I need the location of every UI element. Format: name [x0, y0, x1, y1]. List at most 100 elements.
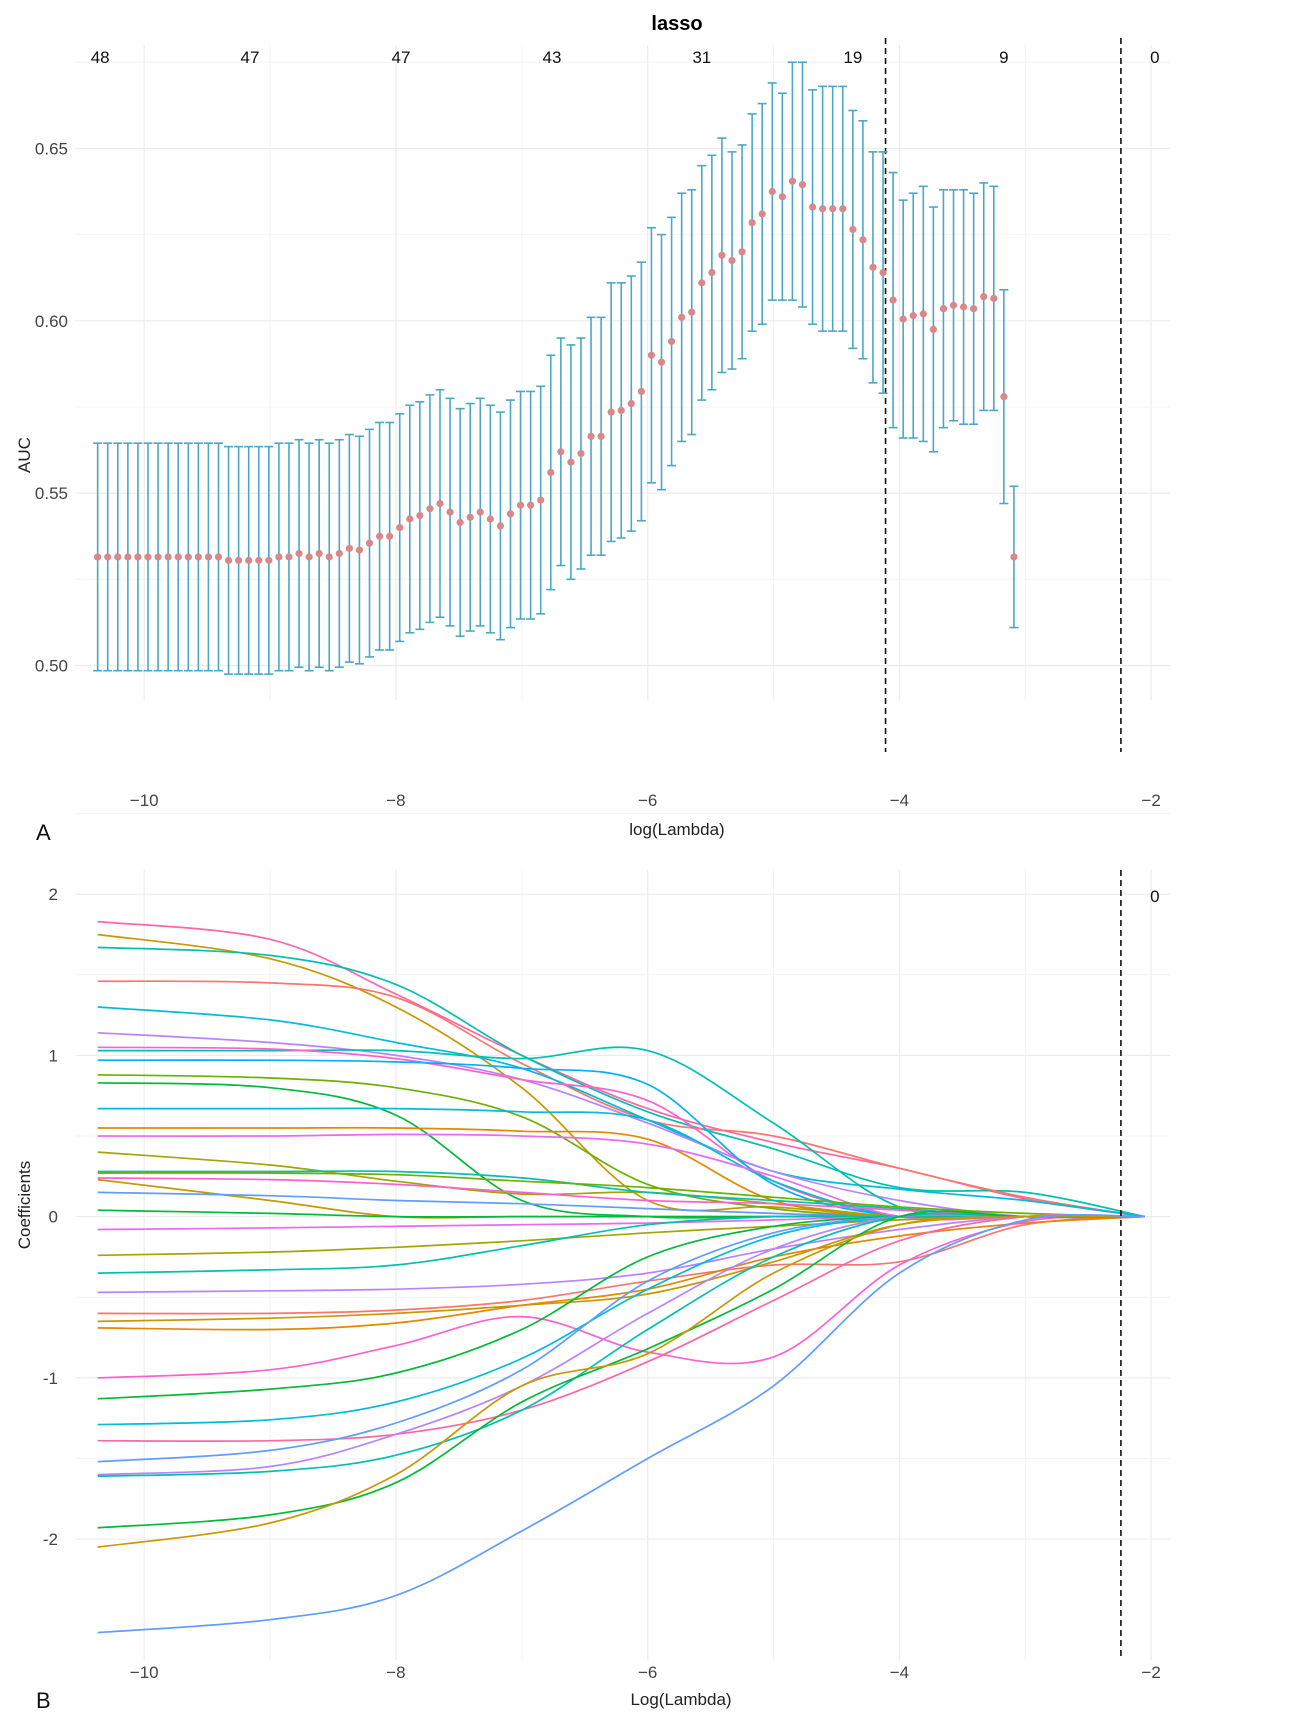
coefficient-path: [97, 1215, 1145, 1315]
coefficient-path: [97, 1170, 1145, 1219]
auc-point: [718, 251, 726, 259]
auc-point: [567, 458, 575, 466]
panel-b-top-counts: 0: [1150, 887, 1159, 906]
panel-a-top-counts: 48 47 47 43 31 19 9 0: [91, 48, 1160, 67]
auc-point: [1000, 393, 1008, 401]
auc-point: [144, 553, 152, 561]
coefficient-path: [97, 1215, 1145, 1323]
auc-point: [879, 268, 887, 277]
auc-point: [325, 553, 333, 561]
auc-point: [537, 496, 545, 504]
auc-point: [939, 305, 948, 313]
panel-a-x-ticks: −10 −8 −6 −4 −2: [130, 791, 1161, 810]
auc-point: [275, 553, 283, 561]
auc-point: [114, 553, 122, 561]
auc-point: [134, 553, 142, 561]
x-tick-label: −4: [890, 1663, 909, 1682]
panel-a-points: [94, 177, 1018, 564]
auc-point: [778, 193, 786, 201]
auc-point: [375, 532, 384, 540]
auc-point: [265, 556, 273, 564]
coefficient-path: [97, 1215, 1145, 1274]
auc-point: [295, 549, 303, 558]
auc-point: [929, 325, 937, 334]
auc-point: [154, 553, 162, 561]
top-count-label: 47: [392, 48, 411, 67]
coefficient-path: [97, 1213, 1145, 1443]
x-tick-label: −10: [130, 791, 159, 810]
auc-point: [758, 210, 766, 218]
auc-point: [104, 553, 112, 561]
panel-a-x-axis-label: log(Lambda): [629, 820, 724, 839]
auc-point: [194, 553, 202, 561]
panel-b-x-axis-label: Log(Lambda): [630, 1690, 731, 1709]
auc-point: [667, 337, 676, 346]
coefficient-path: [97, 920, 1145, 1218]
auc-point: [839, 205, 847, 213]
auc-point: [577, 449, 585, 458]
coefficient-path: [97, 1214, 1145, 1426]
panel-b-y-axis-label: Coefficients: [15, 1161, 34, 1250]
top-count-label: 9: [999, 48, 1008, 67]
auc-point: [224, 556, 233, 564]
auc-point: [738, 248, 746, 256]
coefficient-path: [97, 1210, 1145, 1529]
top-count-label: 0: [1150, 887, 1159, 906]
auc-point: [214, 553, 223, 561]
panel-a-y-axis-label: AUC: [15, 437, 34, 473]
auc-point: [587, 432, 595, 440]
panel-b-coefficient-paths: [97, 920, 1145, 1634]
y-tick-label: 0.50: [35, 657, 68, 676]
top-count-label: 0: [1150, 48, 1159, 67]
x-tick-label: −2: [1141, 1663, 1160, 1682]
panel-a-y-ticks: 0.50 0.55 0.60 0.65: [35, 139, 68, 675]
auc-point: [808, 203, 817, 211]
coefficient-path: [97, 1006, 1145, 1218]
auc-point: [547, 468, 555, 477]
auc-point: [386, 532, 394, 540]
chart-title: lasso: [651, 13, 702, 35]
auc-point: [959, 303, 968, 311]
x-tick-label: −10: [130, 1663, 159, 1682]
panel-b-label: B: [36, 1688, 51, 1713]
auc-point: [506, 510, 515, 518]
auc-point: [235, 556, 243, 564]
x-tick-label: −4: [890, 791, 909, 810]
auc-point: [708, 268, 716, 277]
y-tick-label: -1: [43, 1369, 58, 1388]
auc-point: [829, 205, 837, 213]
auc-point: [446, 508, 454, 516]
auc-point: [396, 524, 404, 532]
auc-point: [315, 549, 323, 558]
top-count-label: 19: [843, 48, 862, 67]
auc-point: [647, 351, 656, 359]
auc-point: [990, 294, 998, 302]
auc-point: [698, 279, 706, 287]
coefficient-path: [97, 1172, 1145, 1218]
auc-point: [285, 553, 293, 561]
auc-point: [627, 399, 635, 408]
auc-point: [516, 501, 525, 509]
panel-a-error-bars: [93, 61, 1019, 675]
auc-point: [678, 313, 686, 321]
auc-point: [486, 515, 494, 523]
y-tick-label: -2: [43, 1530, 58, 1549]
auc-point: [456, 518, 464, 527]
auc-point: [748, 218, 756, 227]
auc-point: [436, 499, 444, 508]
auc-point: [768, 187, 776, 196]
auc-point: [788, 177, 797, 185]
auc-point: [416, 511, 424, 520]
y-tick-label: 0.55: [35, 484, 68, 503]
coefficient-path: [97, 946, 1145, 1218]
auc-point: [909, 312, 917, 320]
auc-point: [305, 553, 313, 561]
x-tick-label: −6: [638, 1663, 657, 1682]
auc-point: [889, 296, 897, 304]
panel-b-y-ticks: -2 -1 0 1 2: [43, 885, 58, 1549]
auc-point: [124, 553, 132, 561]
auc-point: [365, 539, 374, 547]
panel-b: -2 -1 0 1 2 −10 −8 −6 −4 −2 0 Log(Lambda) Coeffi…: [15, 813, 1170, 1713]
x-tick-label: −6: [638, 791, 657, 810]
